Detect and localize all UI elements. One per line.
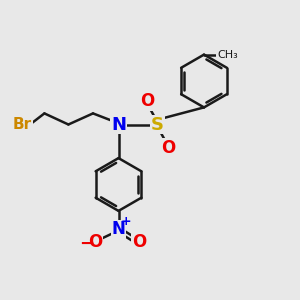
Text: N: N [112,220,125,238]
Text: CH₃: CH₃ [217,50,238,60]
Text: S: S [151,116,164,134]
Text: O: O [140,92,154,110]
Text: N: N [111,116,126,134]
Text: O: O [132,233,146,251]
Text: +: + [121,214,131,228]
Text: O: O [88,233,102,251]
Text: Br: Br [13,117,32,132]
Text: −: − [79,235,94,253]
Text: O: O [161,139,175,157]
